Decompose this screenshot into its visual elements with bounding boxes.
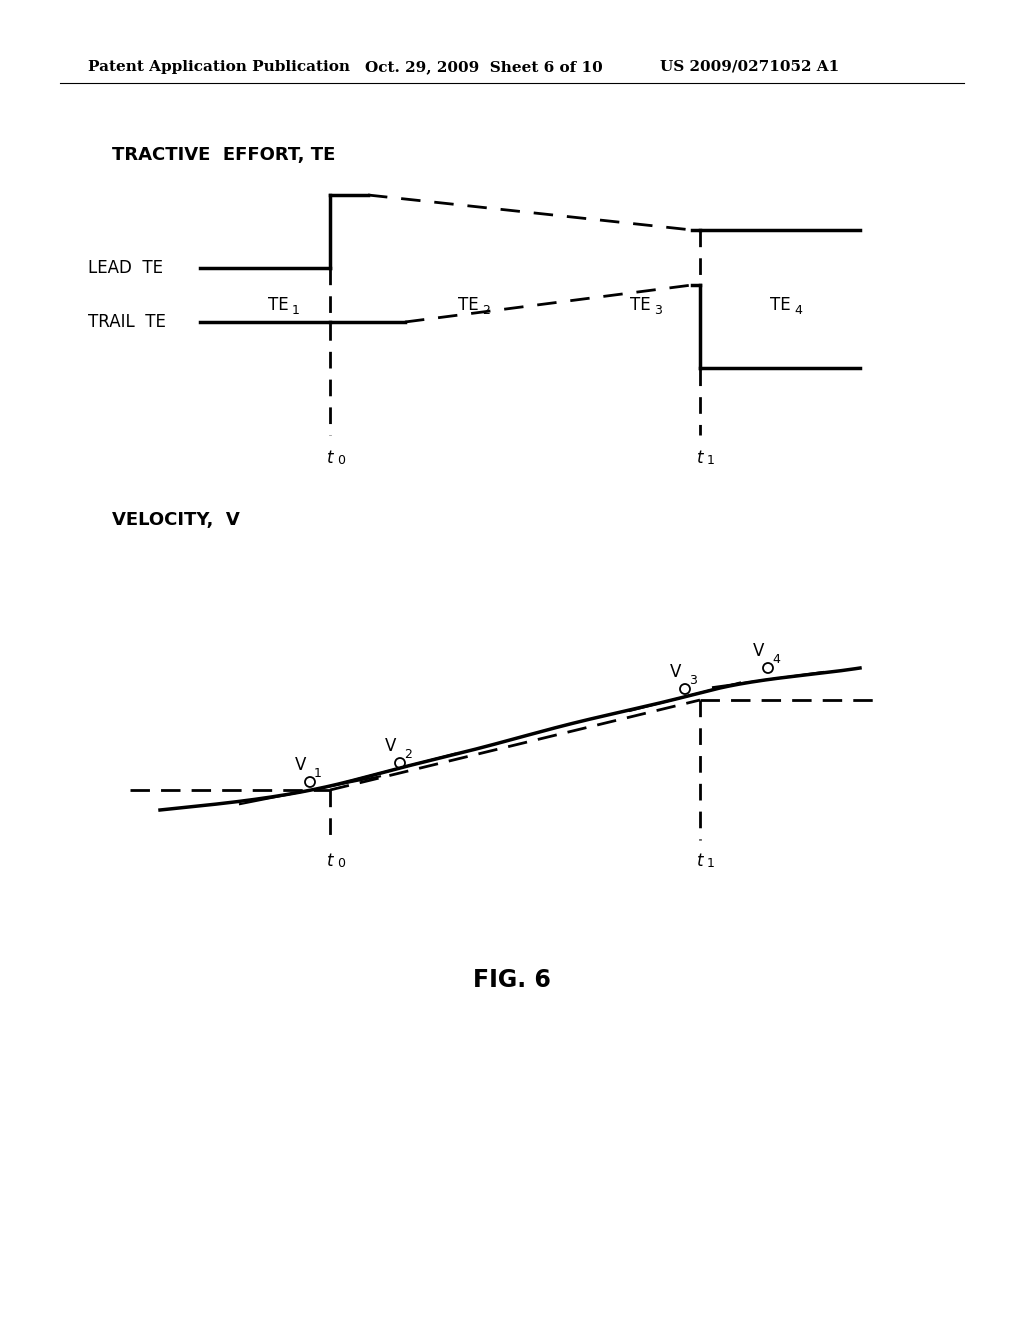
Text: V: V <box>753 642 764 660</box>
Text: 4: 4 <box>794 305 802 318</box>
Text: t: t <box>327 449 333 467</box>
Text: t: t <box>327 851 333 870</box>
Text: 4: 4 <box>772 653 780 667</box>
Text: 2: 2 <box>404 748 412 762</box>
Text: LEAD  TE: LEAD TE <box>88 259 163 277</box>
Text: 1: 1 <box>707 857 715 870</box>
Text: FIG. 6: FIG. 6 <box>473 968 551 993</box>
Text: VELOCITY,  V: VELOCITY, V <box>112 511 240 529</box>
Text: TE: TE <box>458 296 478 314</box>
Text: 3: 3 <box>689 675 697 686</box>
Text: TRAIL  TE: TRAIL TE <box>88 313 166 331</box>
Text: V: V <box>670 663 681 681</box>
Text: TRACTIVE  EFFORT, TE: TRACTIVE EFFORT, TE <box>112 147 336 164</box>
Text: V: V <box>385 737 396 755</box>
Text: 3: 3 <box>654 305 662 318</box>
Text: 1: 1 <box>292 305 300 318</box>
Text: 0: 0 <box>337 454 345 467</box>
Text: US 2009/0271052 A1: US 2009/0271052 A1 <box>660 59 840 74</box>
Text: TE: TE <box>267 296 289 314</box>
Text: TE: TE <box>630 296 650 314</box>
Text: 2: 2 <box>482 305 489 318</box>
Text: 1: 1 <box>707 454 715 467</box>
Text: Patent Application Publication: Patent Application Publication <box>88 59 350 74</box>
Text: TE: TE <box>770 296 791 314</box>
Text: 1: 1 <box>314 767 322 780</box>
Text: 0: 0 <box>337 857 345 870</box>
Text: Oct. 29, 2009  Sheet 6 of 10: Oct. 29, 2009 Sheet 6 of 10 <box>365 59 603 74</box>
Text: V: V <box>295 756 306 774</box>
Text: t: t <box>696 449 703 467</box>
Text: t: t <box>696 851 703 870</box>
